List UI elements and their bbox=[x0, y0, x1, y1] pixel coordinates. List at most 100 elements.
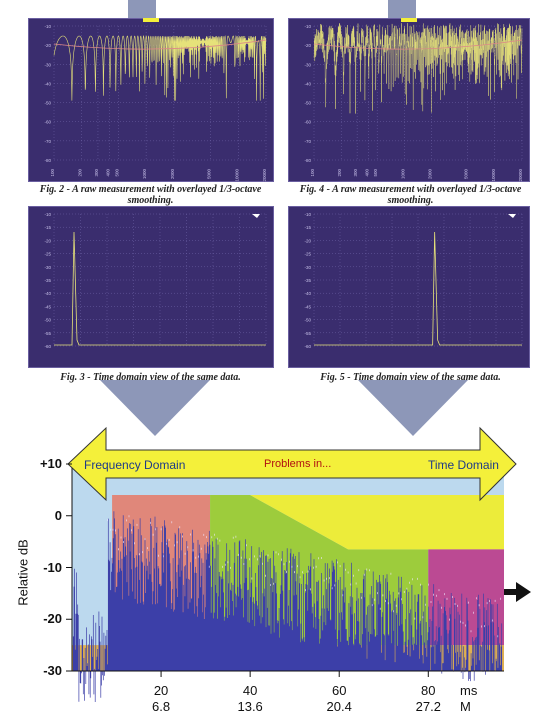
panel-x-tick: 1000 bbox=[142, 169, 147, 180]
fig4-panel: -10 -20 -30 -40 -50 -60 -70 -80 100 200 300 400 500 1… bbox=[288, 18, 530, 182]
panel-x-tick: 20000 bbox=[262, 169, 267, 182]
legend-marker bbox=[401, 18, 417, 22]
y-tick-label: 0 bbox=[54, 507, 62, 523]
panel-y-tick: -15 bbox=[44, 225, 51, 230]
fig5-plot: -10 -15 -20 -25 -30 -35 -40 -45 -50 -55 -60 bbox=[304, 212, 523, 349]
panel-x-tick: 10000 bbox=[491, 169, 496, 182]
panel-y-tick: -15 bbox=[304, 225, 311, 230]
impulse-response bbox=[72, 511, 503, 702]
y-tick-label: -10 bbox=[43, 559, 62, 575]
panel-y-tick: -35 bbox=[44, 278, 51, 283]
x-tick-ms: 20 bbox=[153, 683, 169, 698]
x-tick-m: 13.6 bbox=[237, 699, 263, 714]
panel-y-tick: -80 bbox=[44, 158, 51, 163]
smoothed-trace bbox=[53, 39, 267, 50]
fig2-caption: Fig. 2 - A raw measurement with overlaye… bbox=[39, 184, 262, 206]
panel-y-tick: -70 bbox=[44, 139, 51, 144]
panel-x-tick: 2000 bbox=[170, 169, 175, 180]
panel-x-tick: 300 bbox=[94, 169, 99, 177]
panel-y-tick: -50 bbox=[304, 318, 311, 323]
panel-y-tick: -40 bbox=[304, 291, 311, 296]
panel-x-tick: 2000 bbox=[428, 169, 433, 180]
panel-y-tick: -55 bbox=[44, 331, 51, 336]
measurement-trace bbox=[53, 34, 267, 101]
panel-x-tick: 300 bbox=[353, 169, 358, 177]
corner-logo bbox=[508, 214, 516, 218]
y-tick-label: -30 bbox=[43, 663, 62, 678]
panel-y-tick: -80 bbox=[304, 158, 311, 163]
panel-y-tick: -60 bbox=[44, 344, 51, 349]
banner-right-label: Time Domain bbox=[428, 458, 499, 472]
banner-left-label: Frequency Domain bbox=[84, 458, 186, 472]
dotted-envelope bbox=[107, 515, 501, 638]
panel-y-tick: -10 bbox=[44, 24, 51, 29]
domain-chart bbox=[66, 426, 517, 702]
panel-y-tick: -35 bbox=[304, 278, 311, 283]
panel-y-tick: -25 bbox=[44, 252, 51, 257]
panel-x-tick: 20000 bbox=[518, 169, 523, 182]
big-down-arrows bbox=[100, 380, 468, 436]
panel-y-tick: -30 bbox=[304, 62, 311, 67]
measurement-trace bbox=[313, 22, 523, 114]
panel-x-tick: 200 bbox=[337, 169, 342, 177]
fig4-caption: Fig. 4 - A raw measurement with overlaye… bbox=[299, 184, 522, 206]
x-unit-m: M bbox=[460, 699, 471, 714]
panel-x-tick: 1000 bbox=[400, 169, 405, 180]
x-tick-ms: 40 bbox=[242, 683, 258, 698]
panel-x-tick: 10000 bbox=[234, 169, 239, 182]
right-arrow-icon bbox=[504, 582, 531, 602]
panel-x-tick: 5000 bbox=[207, 169, 212, 180]
y-tick-labels: +10 0 -10 -20 -30 bbox=[20, 0, 62, 721]
panel-y-tick: -40 bbox=[304, 81, 311, 86]
panel-y-tick: -60 bbox=[304, 120, 311, 125]
panel-y-tick: -50 bbox=[304, 101, 311, 106]
panel-y-tick: -50 bbox=[44, 101, 51, 106]
x-tick-m: 27.2 bbox=[415, 699, 441, 714]
panel-y-tick: -30 bbox=[304, 265, 311, 270]
panel-x-tick: 500 bbox=[373, 169, 378, 177]
panel-x-tick: 400 bbox=[105, 169, 110, 177]
panel-x-tick: 500 bbox=[114, 169, 119, 177]
x-unit-ms: ms bbox=[460, 683, 478, 698]
impulse-trace bbox=[54, 231, 266, 346]
panel-y-tick: -25 bbox=[304, 252, 311, 257]
fig4-plot: -10 -20 -30 -40 -50 -60 -70 -80 100 200 300 400 500 1… bbox=[304, 18, 523, 182]
x-tick-m: 20.4 bbox=[326, 699, 352, 714]
top-right-arrow-shaft bbox=[388, 0, 416, 20]
domain-banner-arrow bbox=[67, 426, 517, 502]
fig3-caption: Fig. 3 - Time domain view of the same da… bbox=[60, 372, 241, 383]
big-left-down-arrow bbox=[100, 380, 210, 436]
panel-y-tick: -30 bbox=[44, 265, 51, 270]
panel-x-tick: 400 bbox=[364, 169, 369, 177]
top-left-arrow-shaft bbox=[128, 0, 156, 20]
panel-y-tick: -20 bbox=[44, 43, 51, 48]
panel-y-tick: -10 bbox=[304, 24, 311, 29]
corner-logo bbox=[252, 214, 260, 218]
panel-y-tick: -20 bbox=[44, 238, 51, 243]
panel-y-tick: -40 bbox=[44, 291, 51, 296]
y-tick-label: -20 bbox=[43, 611, 62, 627]
panel-x-tick: 100 bbox=[50, 169, 55, 177]
region-yellow bbox=[250, 495, 504, 550]
x-tick-ms: 60 bbox=[331, 683, 347, 698]
panel-x-tick: 100 bbox=[310, 169, 315, 177]
legend-marker bbox=[143, 18, 159, 22]
fig3-panel: -10 -15 -20 -25 -30 -35 -40 -45 -50 -55 -60 bbox=[28, 206, 274, 368]
big-right-down-arrow bbox=[358, 380, 468, 436]
panel-y-tick: -70 bbox=[304, 139, 311, 144]
panel-x-tick: 200 bbox=[78, 169, 83, 177]
fig5-caption: Fig. 5 - Time domain view of the same da… bbox=[320, 372, 501, 383]
panel-y-tick: -30 bbox=[44, 62, 51, 67]
panel-y-tick: -10 bbox=[304, 212, 311, 217]
panel-y-tick: -60 bbox=[44, 120, 51, 125]
panel-y-tick: -60 bbox=[304, 344, 311, 349]
x-tick-ms: 80 bbox=[421, 683, 436, 698]
panel-y-tick: -20 bbox=[304, 43, 311, 48]
fig2-panel: -10 -20 -30 -40 -50 -60 -70 -80 100 200 300 400 500 1… bbox=[28, 18, 274, 182]
impulse-trace bbox=[314, 231, 522, 346]
fig5-panel: -10 -15 -20 -25 -30 -35 -40 -45 -50 -55 -60 bbox=[288, 206, 530, 368]
smoothed-trace bbox=[313, 39, 523, 50]
panel-x-tick: 5000 bbox=[464, 169, 469, 180]
fig2-plot: -10 -20 -30 -40 -50 -60 -70 -80 100 200 300 400 500 1… bbox=[44, 18, 267, 182]
